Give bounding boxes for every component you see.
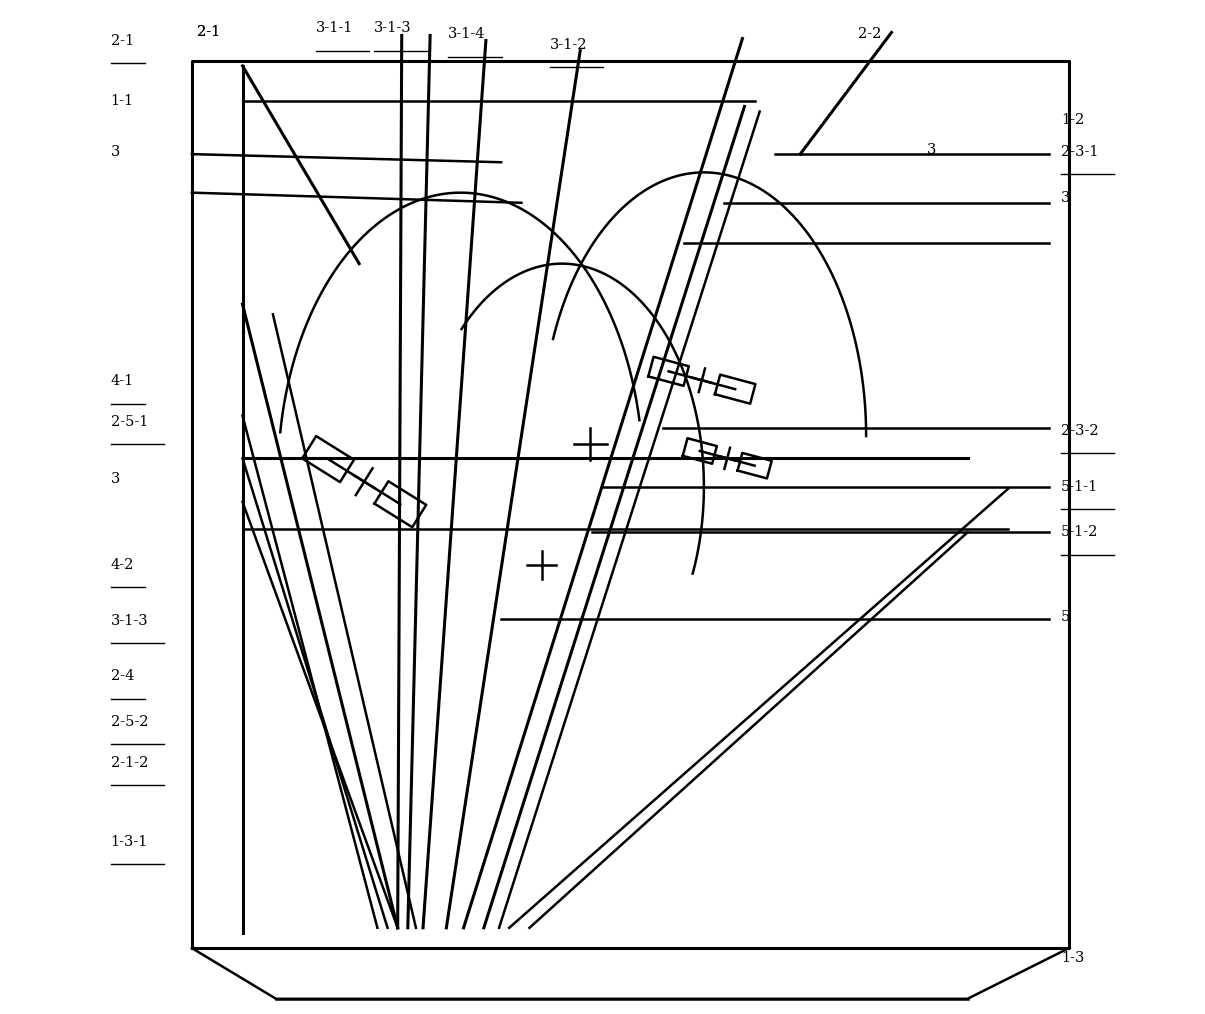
Text: 2-3-2: 2-3-2 bbox=[1060, 424, 1099, 438]
Text: 2-1: 2-1 bbox=[111, 33, 134, 48]
Text: 1-3-1: 1-3-1 bbox=[111, 835, 148, 849]
Text: 3: 3 bbox=[927, 143, 936, 157]
Text: 3-1-3: 3-1-3 bbox=[111, 613, 148, 628]
Text: 4-2: 4-2 bbox=[111, 558, 134, 572]
Text: 5: 5 bbox=[1060, 609, 1070, 624]
Text: 2-5-1: 2-5-1 bbox=[111, 415, 148, 429]
Text: 4-1: 4-1 bbox=[111, 374, 134, 388]
Text: 1-3: 1-3 bbox=[1060, 951, 1084, 965]
Text: 3-1-3: 3-1-3 bbox=[375, 21, 412, 35]
Text: 2-5-2: 2-5-2 bbox=[111, 715, 148, 729]
Text: 3-1-2: 3-1-2 bbox=[549, 38, 587, 52]
Text: 3: 3 bbox=[111, 472, 120, 486]
Text: 1-1: 1-1 bbox=[111, 94, 134, 108]
Text: 3-1-4: 3-1-4 bbox=[448, 27, 486, 42]
Text: 3: 3 bbox=[1060, 191, 1070, 205]
Text: 2-1-2: 2-1-2 bbox=[111, 755, 148, 770]
Text: 2-1: 2-1 bbox=[196, 25, 221, 40]
Text: 1-2: 1-2 bbox=[1060, 113, 1084, 127]
Text: 5-1-1: 5-1-1 bbox=[1060, 480, 1098, 494]
Text: 2-3-1: 2-3-1 bbox=[1060, 145, 1098, 159]
Text: 3: 3 bbox=[111, 145, 120, 159]
Text: 2-4: 2-4 bbox=[111, 669, 134, 683]
Text: 2-1: 2-1 bbox=[196, 25, 221, 40]
Text: 2-2: 2-2 bbox=[858, 27, 881, 42]
Text: 3-1-1: 3-1-1 bbox=[316, 21, 353, 35]
Text: 5-1-2: 5-1-2 bbox=[1060, 525, 1098, 539]
